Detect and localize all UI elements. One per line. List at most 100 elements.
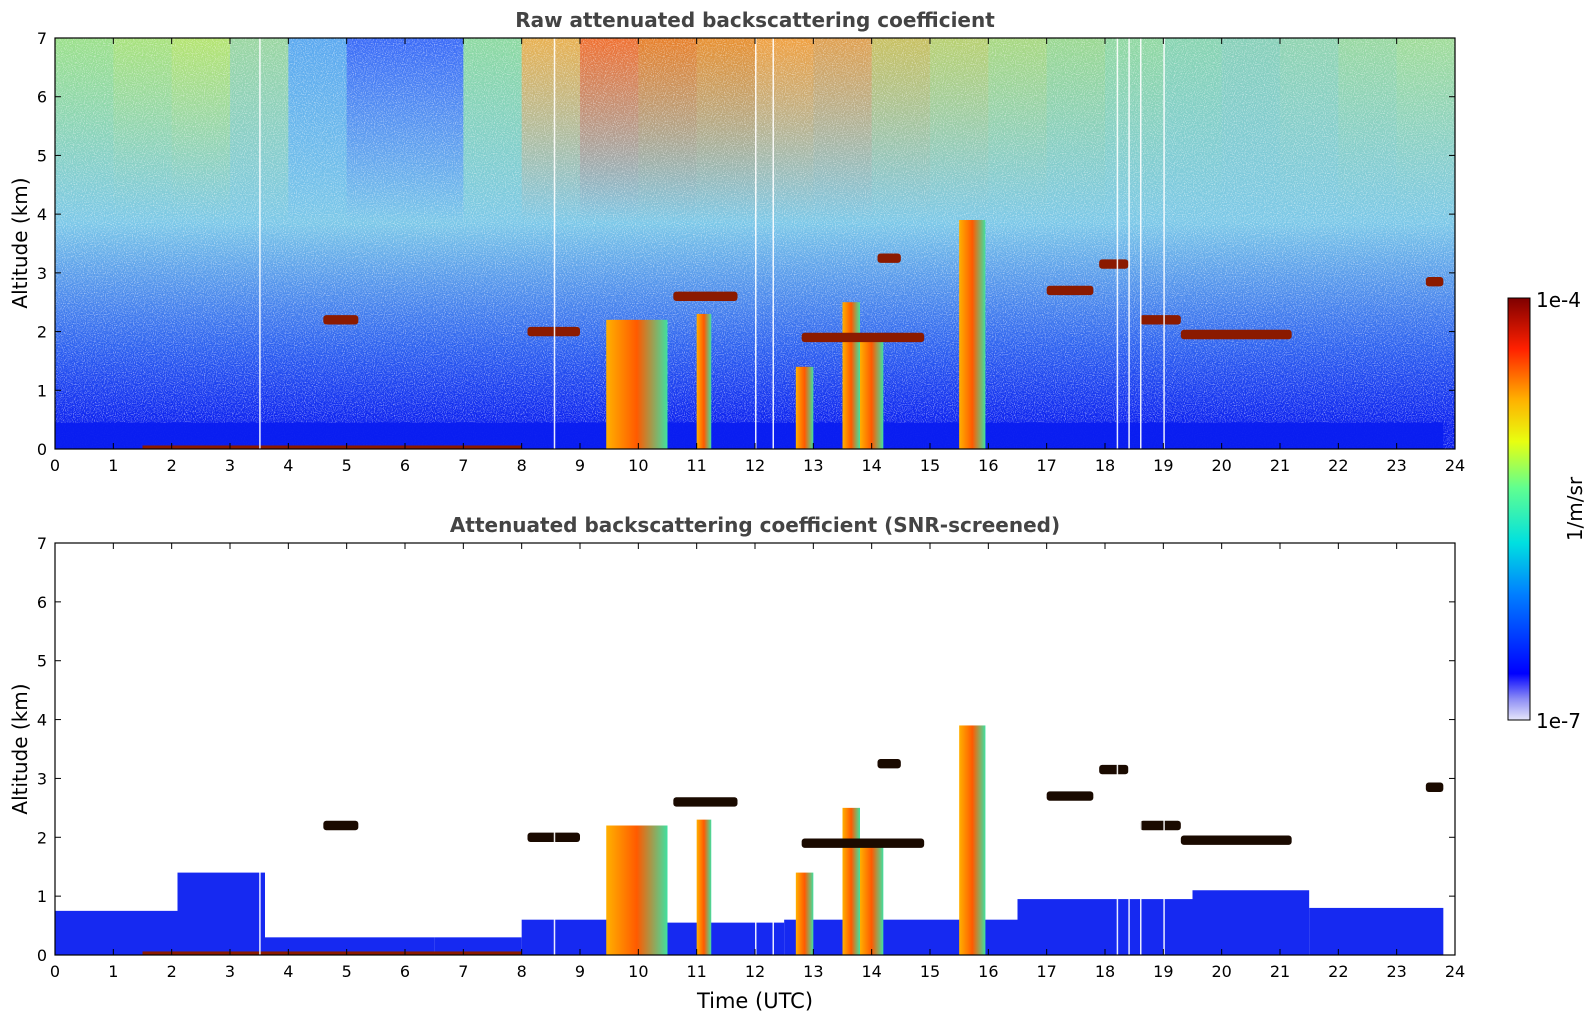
y-tick-label: 1 xyxy=(37,381,47,400)
data-gap-line xyxy=(259,543,261,955)
boundary-layer-band xyxy=(667,922,785,955)
x-tick-label: 15 xyxy=(920,456,940,475)
boundary-layer-band xyxy=(1192,890,1310,955)
data-gap-line xyxy=(1140,38,1142,449)
x-tick-label: 16 xyxy=(978,456,998,475)
precipitation-column xyxy=(842,807,860,955)
data-gap-line xyxy=(755,38,757,449)
raw-y-axis: 0 1 2 3 4 5 6 7 xyxy=(37,29,1455,459)
y-tick-label: 0 xyxy=(37,440,47,459)
boundary-layer-band xyxy=(177,872,265,955)
x-tick-label: 0 xyxy=(50,456,60,475)
x-tick-label: 9 xyxy=(575,456,585,475)
x-tick-label: 23 xyxy=(1386,962,1406,981)
x-tick-label: 7 xyxy=(458,962,468,981)
x-tick-label: 11 xyxy=(686,962,706,981)
x-tick-label: 21 xyxy=(1270,962,1290,981)
x-tick-label: 10 xyxy=(628,962,648,981)
boundary-layer-band xyxy=(265,937,435,955)
x-tick-label: 5 xyxy=(342,962,352,981)
x-tick-label: 4 xyxy=(283,456,293,475)
cloud-layer xyxy=(877,759,901,769)
colorbar-max-label: 1e-4 xyxy=(1536,288,1581,312)
x-tick-label: 18 xyxy=(1095,962,1115,981)
cloud-layer xyxy=(1425,782,1444,792)
x-tick-label: 7 xyxy=(458,456,468,475)
cloud-layer xyxy=(877,253,901,263)
precipitation-column xyxy=(860,843,884,955)
cloud-layer xyxy=(801,838,925,848)
cloud-layer xyxy=(1425,276,1444,287)
x-tick-label: 24 xyxy=(1445,456,1465,475)
screened-panel-title: Attenuated backscattering coefficient (S… xyxy=(450,513,1060,537)
x-tick-label: 20 xyxy=(1211,962,1231,981)
x-tick-label: 0 xyxy=(50,962,60,981)
screened-x-axis: 0 1 2 3 4 5 6 7 8 9 10 11 12 13 14 15 16 17 18 19 20 21 22 23 24 xyxy=(50,543,1465,981)
screened-backscatter-panel: Attenuated backscattering coefficient (S… xyxy=(8,513,1465,1013)
x-tick-label: 8 xyxy=(517,962,527,981)
y-tick-label: 4 xyxy=(37,205,47,224)
precipitation-column xyxy=(959,220,986,449)
data-gap-line xyxy=(1116,38,1119,449)
y-tick-label: 7 xyxy=(37,29,47,48)
y-tick-label: 2 xyxy=(37,323,47,342)
x-tick-label: 3 xyxy=(225,456,235,475)
x-tick-label: 11 xyxy=(686,456,706,475)
precipitation-column xyxy=(795,872,814,955)
x-tick-label: 22 xyxy=(1328,962,1348,981)
screened-y-axis: 0 1 2 3 4 5 6 7 xyxy=(37,534,1455,965)
x-tick-label: 16 xyxy=(978,962,998,981)
x-tick-label: 2 xyxy=(167,962,177,981)
colorbar-min-label: 1e-7 xyxy=(1536,709,1581,733)
x-tick-label: 14 xyxy=(861,456,881,475)
y-tick-label: 4 xyxy=(37,711,47,730)
screened-y-axis-label: Altitude (km) xyxy=(8,683,32,814)
x-tick-label: 12 xyxy=(745,456,765,475)
cloud-layer xyxy=(1140,315,1181,325)
precipitation-column xyxy=(606,825,668,955)
cloud-layer xyxy=(1180,835,1292,845)
x-tick-label: 10 xyxy=(628,456,648,475)
cloud-layer xyxy=(673,291,738,302)
x-tick-label: 21 xyxy=(1270,456,1290,475)
cloud-layer xyxy=(1046,285,1094,296)
boundary-layer-band xyxy=(55,422,1444,449)
x-tick-label: 17 xyxy=(1036,962,1056,981)
y-tick-label: 6 xyxy=(37,88,47,107)
x-tick-label: 6 xyxy=(400,456,410,475)
screened-heatmap xyxy=(55,543,1444,955)
cloud-layer xyxy=(1046,791,1094,801)
precipitation-column xyxy=(959,725,986,955)
precipitation-column xyxy=(860,337,884,449)
cloud-layer xyxy=(673,797,738,807)
precipitation-column xyxy=(606,319,668,449)
x-tick-label: 3 xyxy=(225,962,235,981)
raw-panel-title: Raw attenuated backscattering coefficien… xyxy=(515,8,995,32)
x-tick-label: 5 xyxy=(342,456,352,475)
x-tick-label: 12 xyxy=(745,962,765,981)
data-gap-line xyxy=(553,543,556,955)
y-tick-label: 2 xyxy=(37,828,47,847)
x-tick-label: 1 xyxy=(108,962,118,981)
data-gap-line xyxy=(1163,543,1165,955)
raw-x-axis: 0 1 2 3 4 5 6 7 8 9 10 11 12 13 14 15 16 17 18 19 20 21 22 23 24 xyxy=(50,38,1465,475)
x-tick-label: 14 xyxy=(861,962,881,981)
y-tick-label: 7 xyxy=(37,534,47,553)
cloud-layer xyxy=(1180,329,1292,340)
y-tick-label: 6 xyxy=(37,593,47,612)
precipitation-column xyxy=(842,302,860,449)
x-tick-label: 18 xyxy=(1095,456,1115,475)
data-gap-line xyxy=(259,38,261,449)
precipitation-column xyxy=(795,366,814,449)
x-tick-label: 4 xyxy=(283,962,293,981)
x-tick-label: 19 xyxy=(1153,456,1173,475)
x-tick-label: 23 xyxy=(1386,456,1406,475)
cloud-layer xyxy=(323,315,359,325)
data-gap-line xyxy=(1140,543,1142,955)
raw-heatmap xyxy=(55,38,1455,449)
y-tick-label: 3 xyxy=(37,264,47,283)
boundary-layer-band xyxy=(1017,899,1193,955)
raw-y-axis-label: Altitude (km) xyxy=(8,177,32,308)
x-tick-label: 6 xyxy=(400,962,410,981)
